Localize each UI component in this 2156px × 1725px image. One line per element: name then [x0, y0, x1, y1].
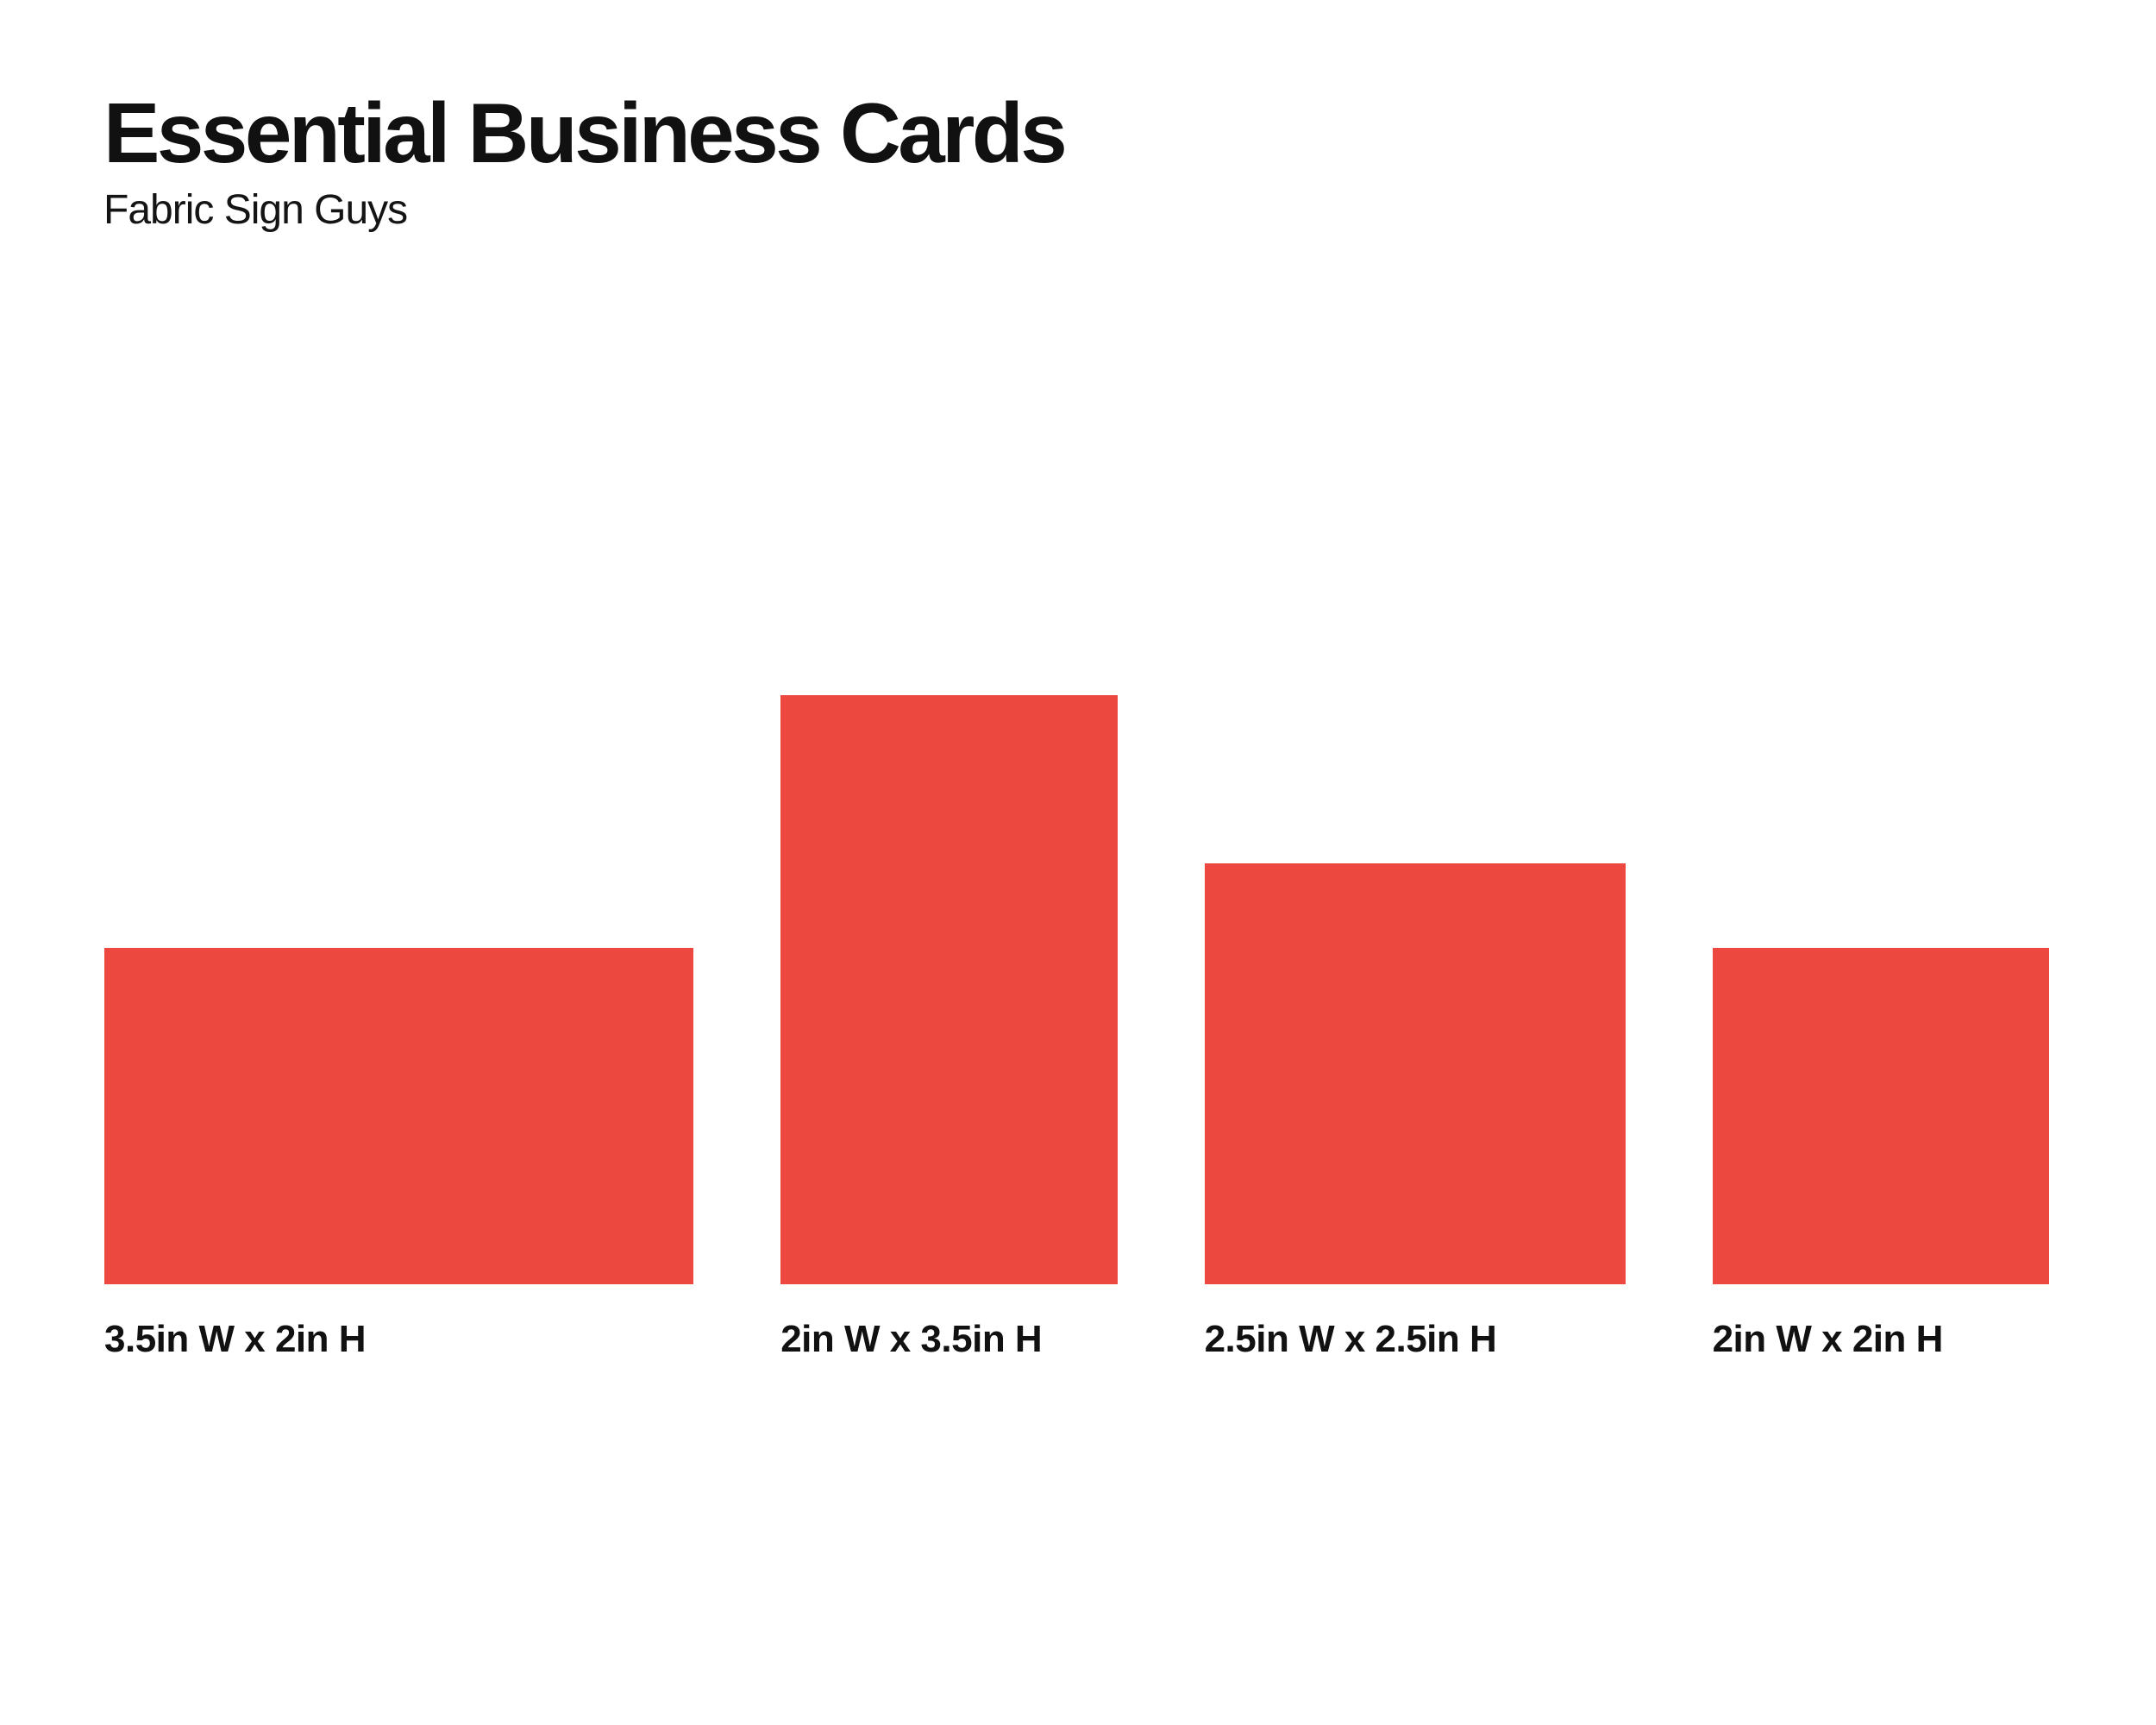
- card-rect-2-5x2-5: 2.5in W x 2.5in H: [1204, 863, 1626, 1360]
- card-rect-2x2: 2in W x 2in H: [1712, 947, 2049, 1360]
- card-size-label: 3.5in W x 2in H: [104, 1318, 367, 1360]
- size-comparison-row: 3.5in W x 2in H 2in W x 3.5in H 2.5in W …: [104, 693, 2049, 1360]
- page-subtitle: Fabric Sign Guys: [103, 186, 408, 233]
- card-size-label: 2in W x 3.5in H: [780, 1318, 1043, 1360]
- card-size-label: 2in W x 2in H: [1712, 1318, 1944, 1360]
- header: Essential Business Cards Fabric Sign Guy…: [103, 85, 1068, 234]
- page-title: Essential Business Cards: [103, 85, 1068, 180]
- card-rect-2x3-5: 2in W x 3.5in H: [780, 694, 1118, 1360]
- card-size-label: 2.5in W x 2.5in H: [1204, 1318, 1497, 1360]
- card-rect-3-5x2: 3.5in W x 2in H: [104, 947, 694, 1360]
